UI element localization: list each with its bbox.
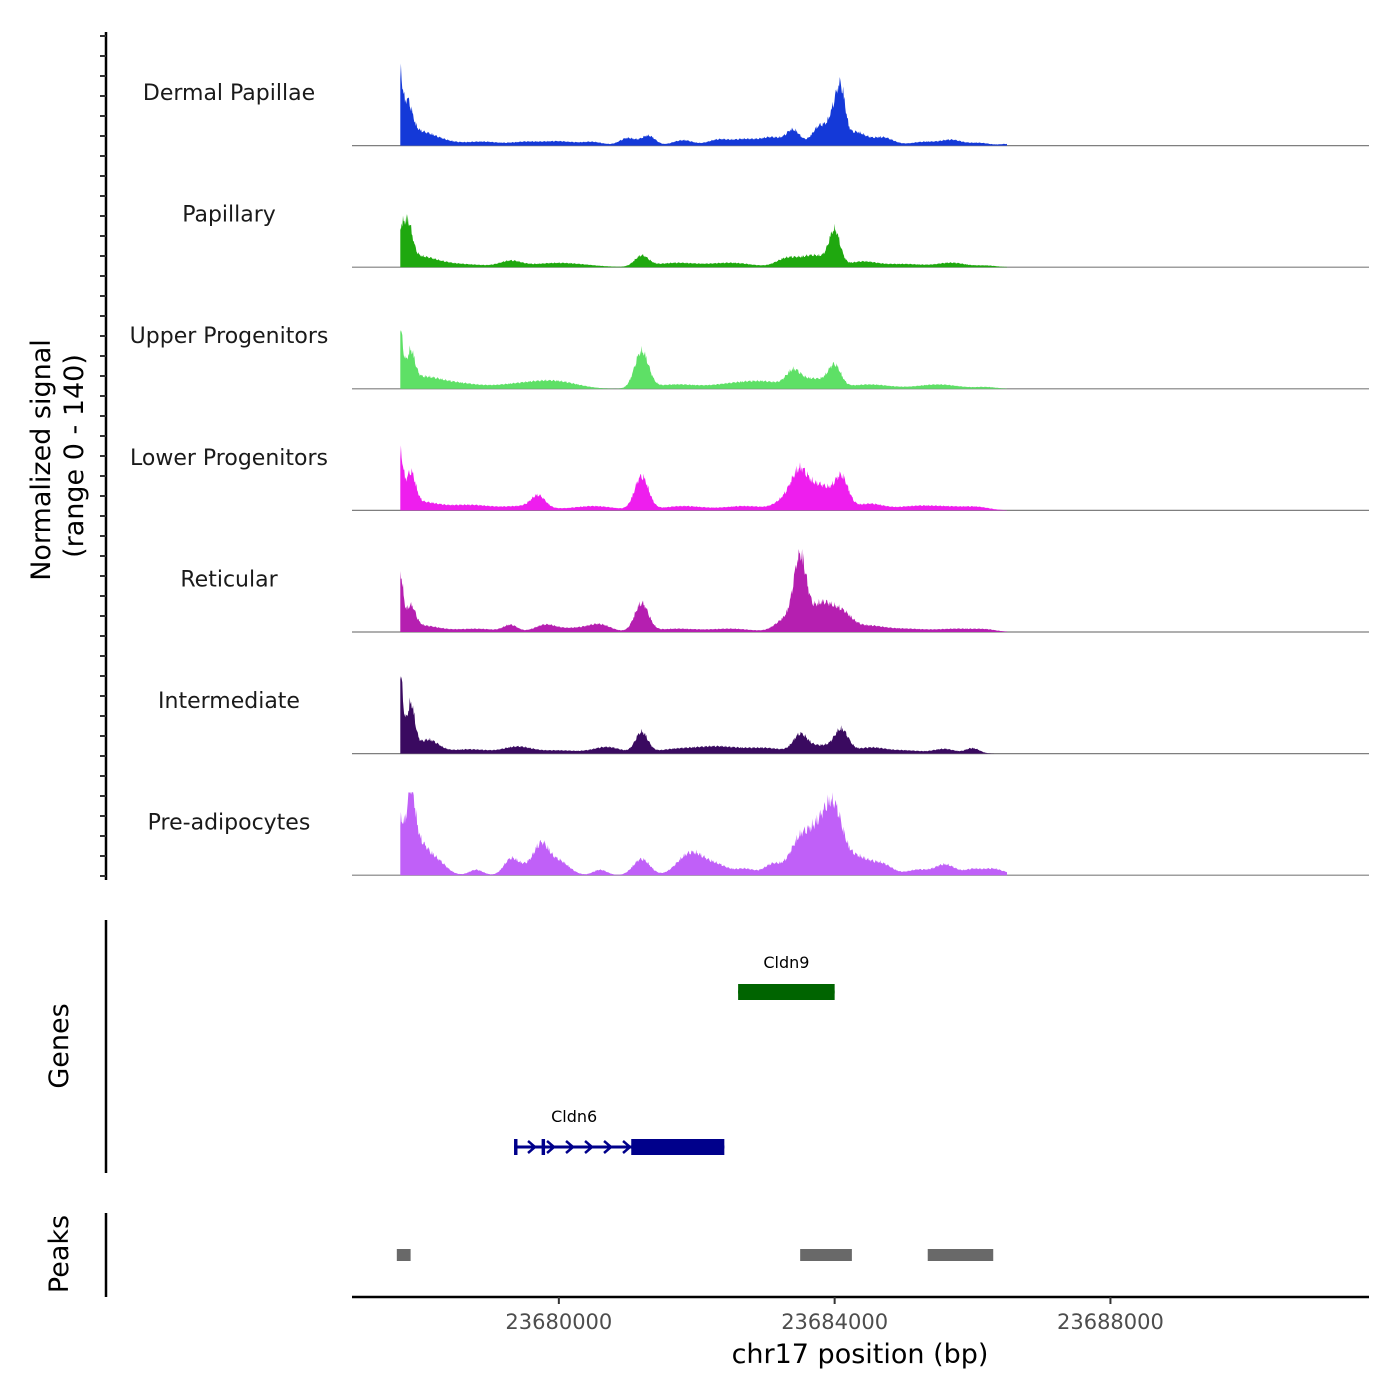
peak-region [396,1249,411,1261]
track-label: Lower Progenitors [130,446,328,471]
track-label: Dermal Papillae [143,81,315,106]
track-intermediate: Intermediate [158,676,1369,755]
peaks-axis-title: Peaks [44,1215,75,1293]
coverage-y-ticks [100,35,106,877]
signal-area [400,676,1007,754]
peak-region [800,1249,852,1261]
signal-area [400,792,1007,876]
gene-cldn6: Cldn6 [514,1107,725,1155]
y-axis-title-line2: (range 0 - 140) [59,354,90,558]
x-axis-ticks: 23680000 23684000 23688000 [505,1297,1164,1334]
track-label: Papillary [182,203,276,228]
strand-arrow [546,1140,556,1154]
gene-annotations: Cldn9 Cldn6 [514,953,835,1155]
y-axis-title-line1: Normalized signal [26,339,57,581]
x-tick-label: 23680000 [505,1310,612,1334]
gene-label: Cldn6 [551,1107,597,1126]
gene-exon [541,1139,546,1155]
signal-area [400,63,1007,146]
x-tick-label: 23684000 [781,1310,888,1334]
peak-regions [396,1249,994,1261]
signal-area [400,445,1007,511]
strand-arrow [584,1140,594,1154]
track-label: Reticular [180,567,278,592]
signal-area [400,213,1007,268]
gene-exon [631,1139,725,1155]
signal-area [400,330,1007,389]
x-tick-label: 23688000 [1057,1310,1164,1334]
track-label: Upper Progenitors [130,324,329,349]
genes-axis-title: Genes [44,1003,75,1088]
track-label: Pre-adipocytes [148,811,311,836]
track-papillary: Papillary [182,203,1369,268]
gene-label: Cldn9 [763,953,809,972]
signal-area [400,549,1007,632]
track-lower-progenitors: Lower Progenitors [130,445,1369,511]
track-upper-progenitors: Upper Progenitors [130,324,1369,390]
track-pre-adipocytes: Pre-adipocytes [148,792,1369,876]
strand-arrow [622,1140,632,1154]
track-label: Intermediate [158,689,300,714]
track-reticular: Reticular [180,549,1369,633]
strand-arrow [565,1140,575,1154]
peak-region [927,1249,994,1261]
gene-exon [514,1139,518,1155]
strand-arrow [527,1140,537,1154]
track-dermal-papillae: Dermal Papillae [143,63,1369,147]
gene-exon [738,984,835,1000]
coverage-tracks: Dermal Papillae Papillary Upper Progenitor… [130,63,1369,876]
x-axis-title: chr17 position (bp) [732,1339,989,1370]
gene-cldn9: Cldn9 [738,953,835,1000]
strand-arrow [603,1140,613,1154]
